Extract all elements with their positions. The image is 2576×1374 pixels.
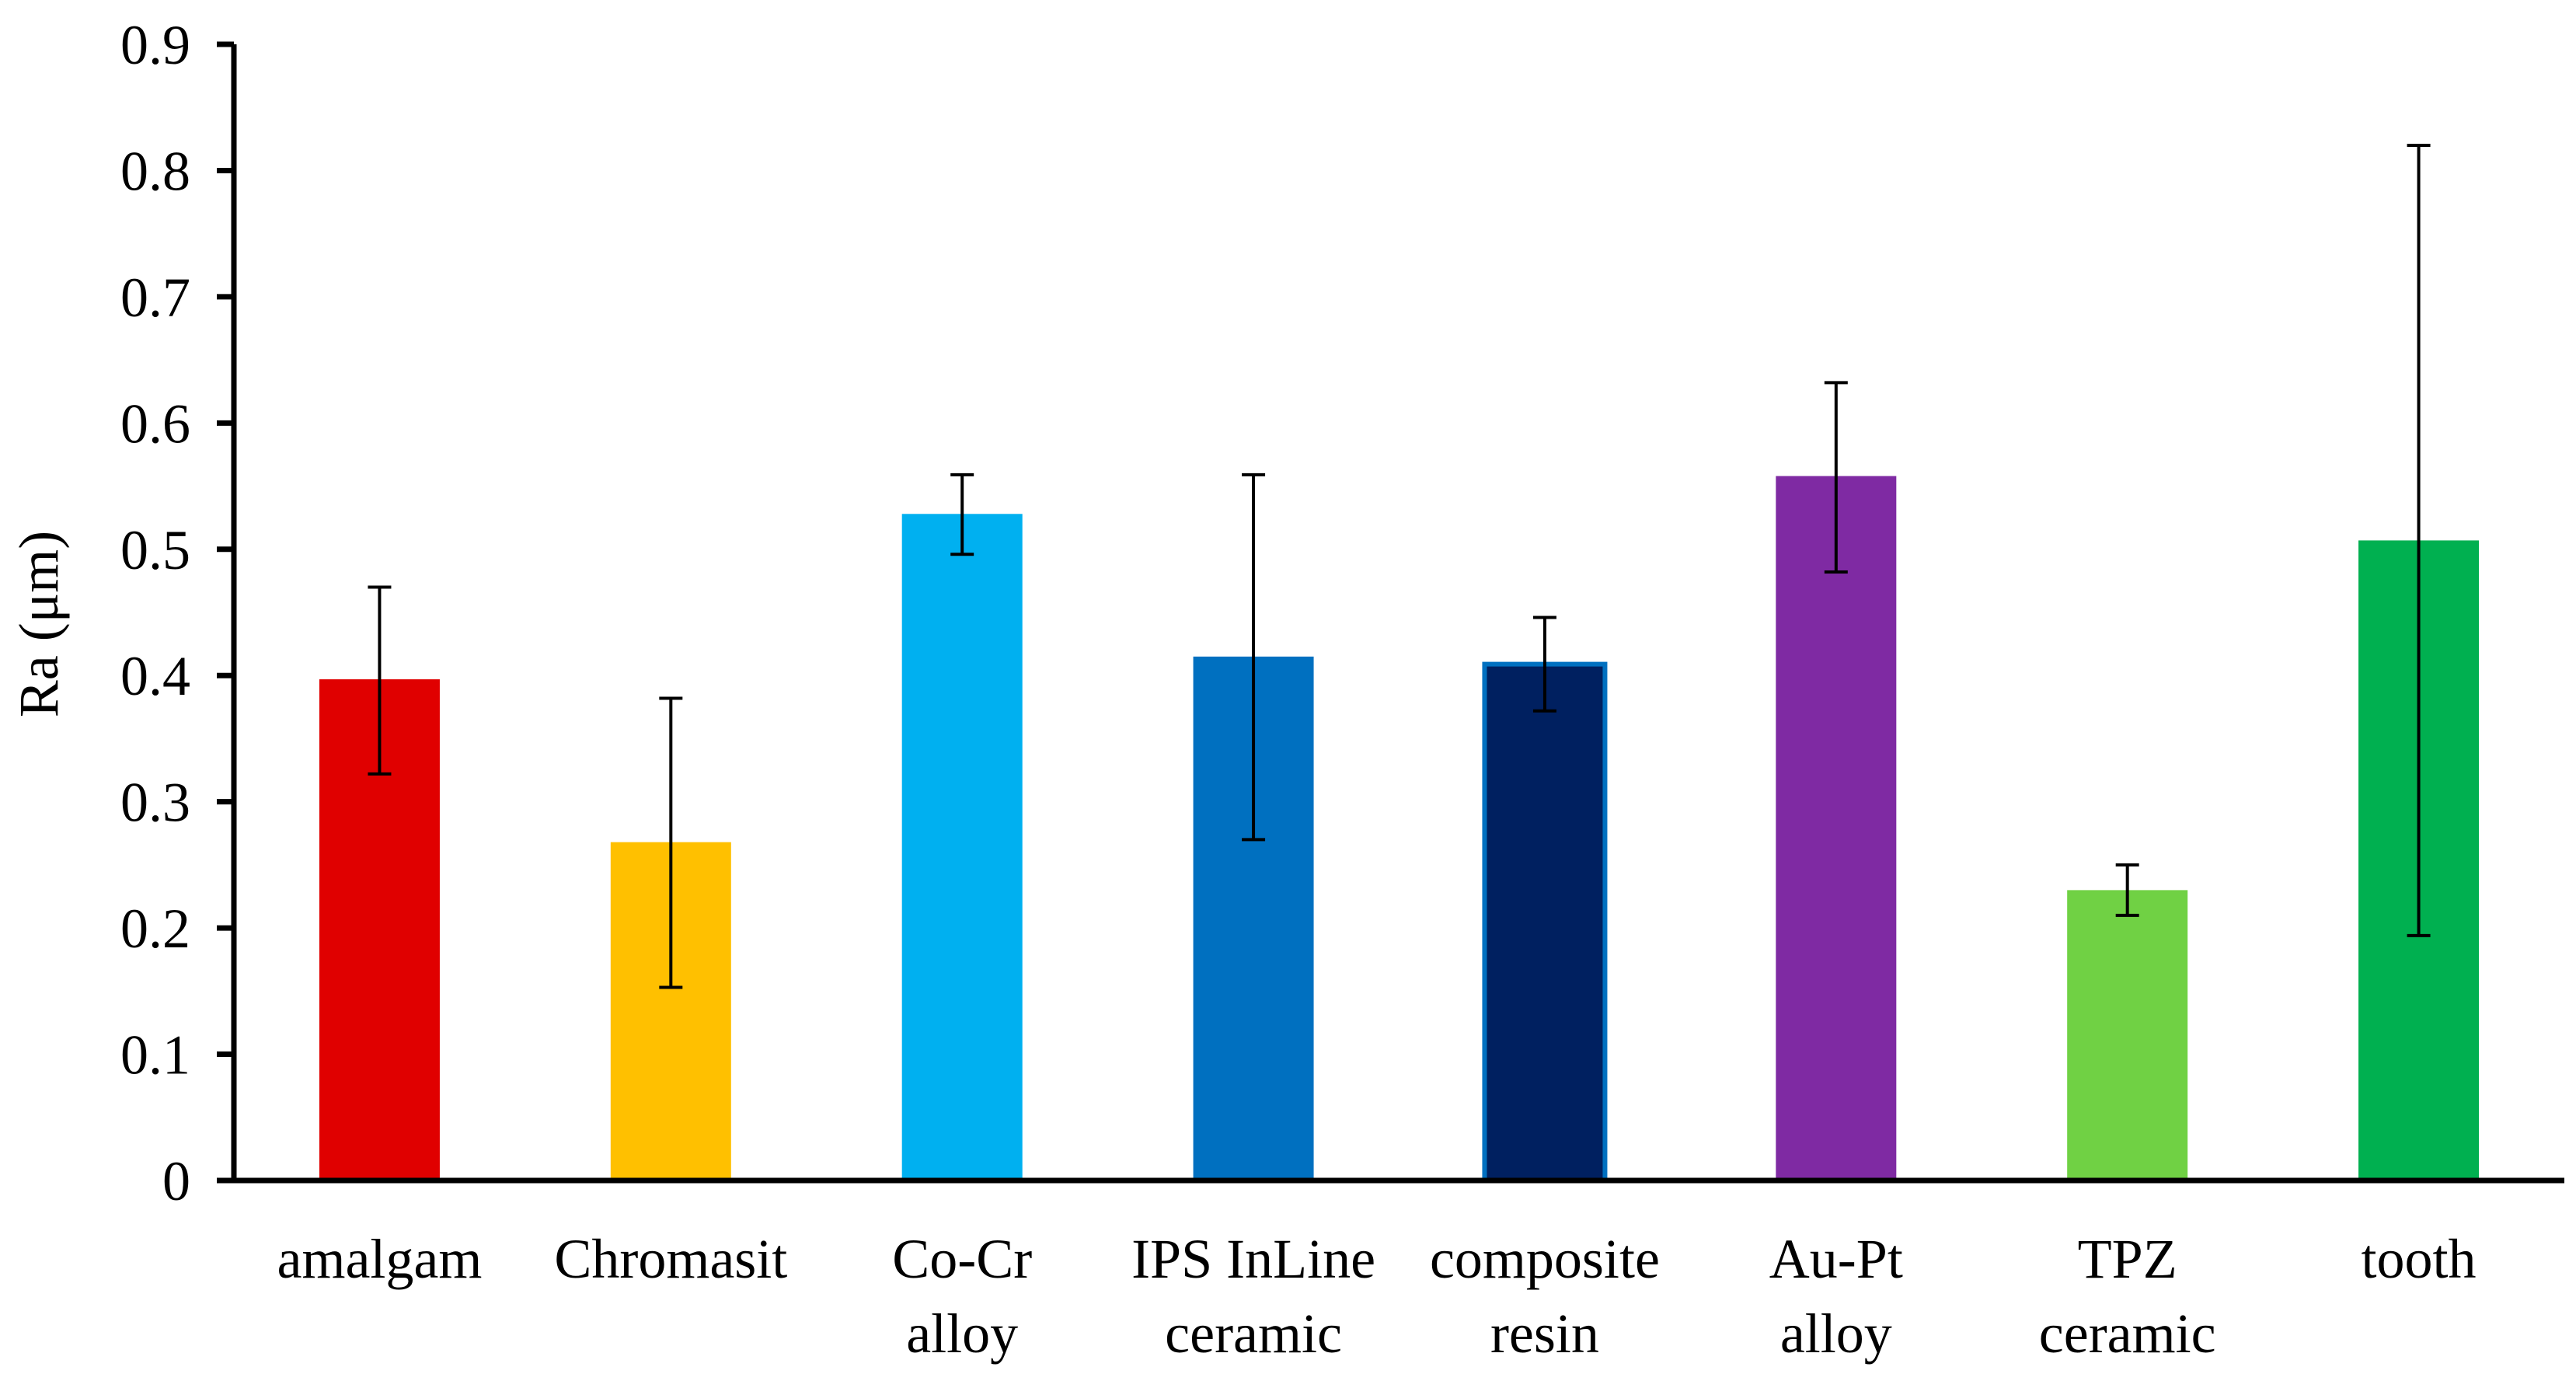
y-tick-label-0: 0	[162, 1150, 190, 1212]
y-tick-label-7: 0.7	[120, 267, 190, 329]
error-bar-6	[2115, 863, 2139, 917]
x-category-label-7: tooth	[2362, 1228, 2477, 1290]
error-bar-5	[1824, 381, 1848, 574]
y-tick-label-5: 0.5	[120, 519, 190, 581]
x-category-label-4: composite resin	[1430, 1228, 1660, 1365]
y-tick-label-6: 0.6	[120, 392, 190, 455]
y-tick-label-1: 0.1	[120, 1024, 190, 1086]
error-bar-7	[2407, 143, 2431, 937]
x-category-label-2: Co-Cr alloy	[892, 1228, 1032, 1365]
axes-group	[217, 41, 2564, 1184]
error-bar-4	[1532, 616, 1556, 713]
y-tick-label-9: 0.9	[120, 14, 190, 76]
y-tick-labels-group: 0 0.1 0.2 0.3 0.4 0.5 0.6 0.7 0.8 0.9	[120, 14, 190, 1212]
bar-4	[1482, 661, 1608, 1183]
bar-2	[901, 514, 1023, 1180]
x-category-label-6: TPZ ceramic	[2039, 1228, 2216, 1365]
y-tick-label-3: 0.3	[120, 772, 190, 834]
error-bar-3	[1242, 473, 1266, 842]
y-tick-label-2: 0.2	[120, 898, 190, 960]
error-bars-group	[368, 143, 2431, 989]
error-bar-2	[950, 473, 974, 556]
error-bar-1	[659, 696, 683, 989]
x-category-label-0: amalgam	[277, 1228, 482, 1290]
bar-5	[1776, 476, 1897, 1180]
error-bar-0	[368, 585, 392, 776]
x-category-label-1: Chromasit	[554, 1228, 787, 1290]
bars-group	[319, 476, 2480, 1183]
y-tick-label-8: 0.8	[120, 140, 190, 202]
bar-6	[2067, 890, 2188, 1180]
y-tick-label-4: 0.4	[120, 645, 190, 707]
x-category-label-5: Au-Pt alloy	[1769, 1228, 1903, 1365]
y-axis-title: Ra (μm)	[8, 531, 70, 718]
x-category-label-3: IPS InLine ceramic	[1131, 1228, 1375, 1365]
x-category-labels-group: amalgam Chromasit Co-Cr alloy IPS InLine cera…	[277, 1228, 2476, 1365]
